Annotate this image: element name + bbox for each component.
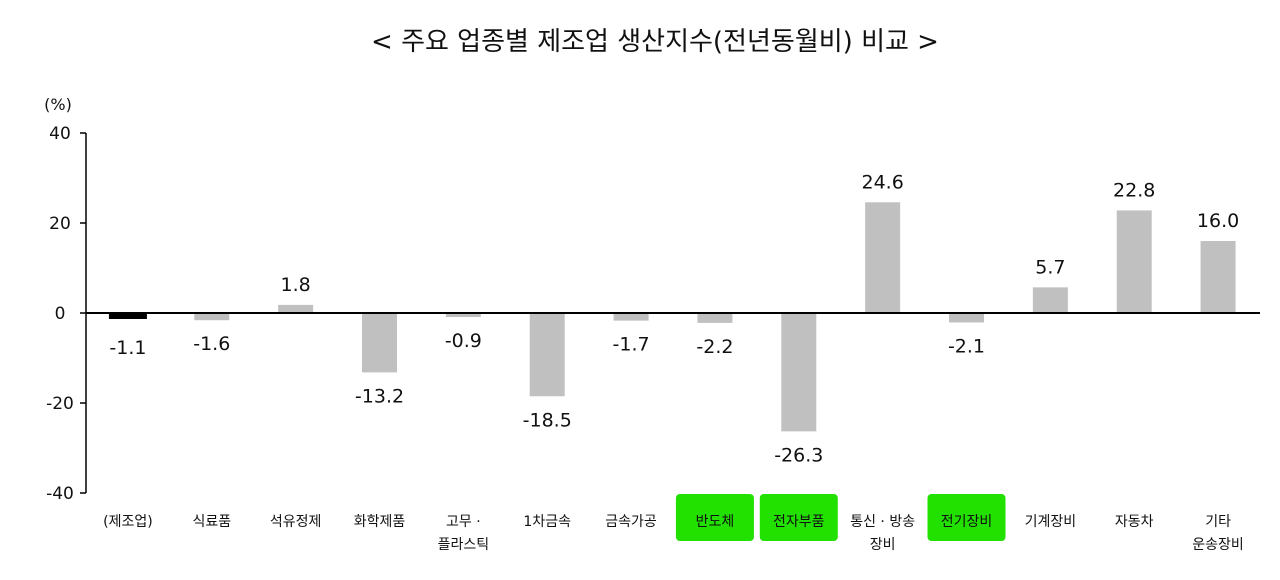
bar: [1116, 210, 1152, 313]
data-label: 5.7: [1035, 256, 1065, 278]
category-label: 기타: [1205, 514, 1231, 530]
data-label: -1.6: [193, 333, 230, 355]
y-tick-label: -20: [46, 394, 74, 414]
category-highlight: [927, 494, 1006, 541]
category-label: 기계장비: [1025, 514, 1077, 530]
bar: [697, 313, 733, 323]
data-label: -0.9: [445, 330, 482, 352]
y-tick-label: 20: [49, 214, 71, 234]
data-label: -26.3: [774, 444, 823, 466]
y-tick-label: -40: [46, 484, 74, 504]
data-label: -2.1: [948, 335, 985, 357]
data-label: -18.5: [523, 409, 572, 431]
category-label: 장비: [870, 537, 896, 553]
data-label: -2.2: [696, 336, 733, 358]
category-highlight: [759, 494, 838, 541]
category-label: 반도체: [696, 514, 735, 530]
bar: [529, 313, 565, 397]
data-label: 1.8: [281, 274, 311, 296]
bars: [108, 202, 1236, 432]
category-label: 통신 · 방송: [850, 514, 915, 530]
category-label: 운송장비: [1192, 537, 1244, 553]
y-axis: 40 20 0 -20 -40: [46, 124, 87, 504]
bar: [781, 313, 817, 432]
category-label: 1차금속: [523, 514, 571, 530]
bar: [865, 202, 901, 313]
bar: [613, 313, 649, 321]
data-labels: -1.1 -1.6 1.8 -13.2 -0.9 -18.5 -1.7 -2.2 -26.3 24…: [109, 171, 1239, 466]
category-highlight: [675, 494, 754, 541]
y-axis-unit: (%): [44, 95, 72, 114]
category-label: 금속가공: [605, 514, 657, 530]
data-label: 22.8: [1113, 179, 1155, 201]
data-label: 16.0: [1197, 210, 1239, 232]
bar: [445, 313, 481, 318]
category-label: 고무 ·: [446, 514, 481, 530]
category-label: 플라스틱: [438, 537, 490, 553]
chart-title: < 주요 업종별 제조업 생산지수(전년동월비) 비교 >: [371, 27, 939, 57]
bar: [278, 304, 314, 313]
bar: [108, 312, 147, 319]
category-label: (제조업): [103, 514, 153, 530]
category-label: 화학제품: [354, 514, 406, 530]
bar: [1032, 287, 1068, 313]
y-tick-label: 0: [55, 304, 66, 324]
data-label: -13.2: [355, 385, 404, 407]
bar: [194, 313, 230, 321]
bar: [362, 313, 397, 373]
category-label: 석유정제: [270, 514, 322, 530]
data-label: -1.7: [613, 334, 650, 356]
y-tick-label: 40: [49, 124, 71, 144]
data-label: -1.1: [109, 337, 146, 359]
bar: [949, 313, 984, 323]
category-labels: (제조업) 식료품 석유정제 화학제품 고무 · 플라스틱 1차금속 금속가공 반도체 전자부품 통…: [103, 494, 1244, 553]
category-label: 자동차: [1115, 514, 1154, 530]
category-label: 식료품: [192, 514, 231, 530]
data-label: 24.6: [861, 171, 903, 193]
category-label: 전기장비: [941, 514, 993, 530]
category-label: 전자부품: [773, 514, 825, 530]
bar: [1200, 241, 1236, 313]
